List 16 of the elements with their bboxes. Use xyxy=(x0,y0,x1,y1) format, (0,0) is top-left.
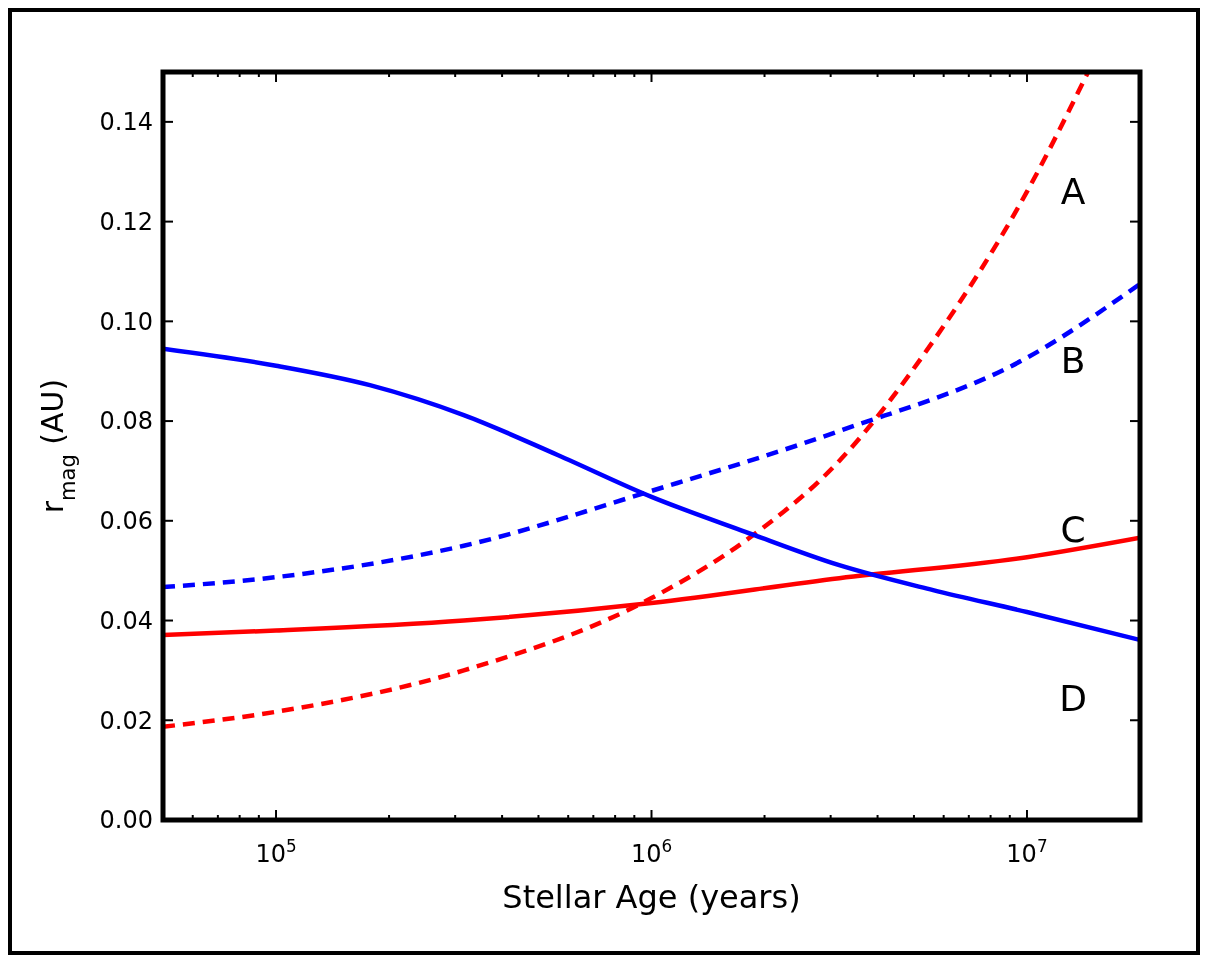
y-tick-label: 0.00 xyxy=(99,806,153,835)
annotation: A xyxy=(1060,171,1086,213)
y-tick-label: 0.12 xyxy=(99,208,153,236)
y-tick-label: 0.02 xyxy=(99,706,153,735)
y-tick-label: 0.04 xyxy=(99,606,153,635)
y-tick-label: 0.10 xyxy=(99,307,153,336)
y-tick-label: 0.06 xyxy=(99,507,153,536)
annotation: B xyxy=(1060,340,1086,382)
annotation: C xyxy=(1060,509,1086,551)
x-axis-title: Stellar Age (years) xyxy=(502,878,801,916)
annotation: D xyxy=(1059,678,1087,720)
y-tick-label: 0.08 xyxy=(99,407,153,436)
y-tick-label: 0.14 xyxy=(99,108,153,137)
x-tick-label: 10$^{7}$ xyxy=(1006,836,1048,868)
x-tick-label: 10$^{6}$ xyxy=(630,836,673,868)
x-tick-label: 10$^{5}$ xyxy=(255,836,297,868)
